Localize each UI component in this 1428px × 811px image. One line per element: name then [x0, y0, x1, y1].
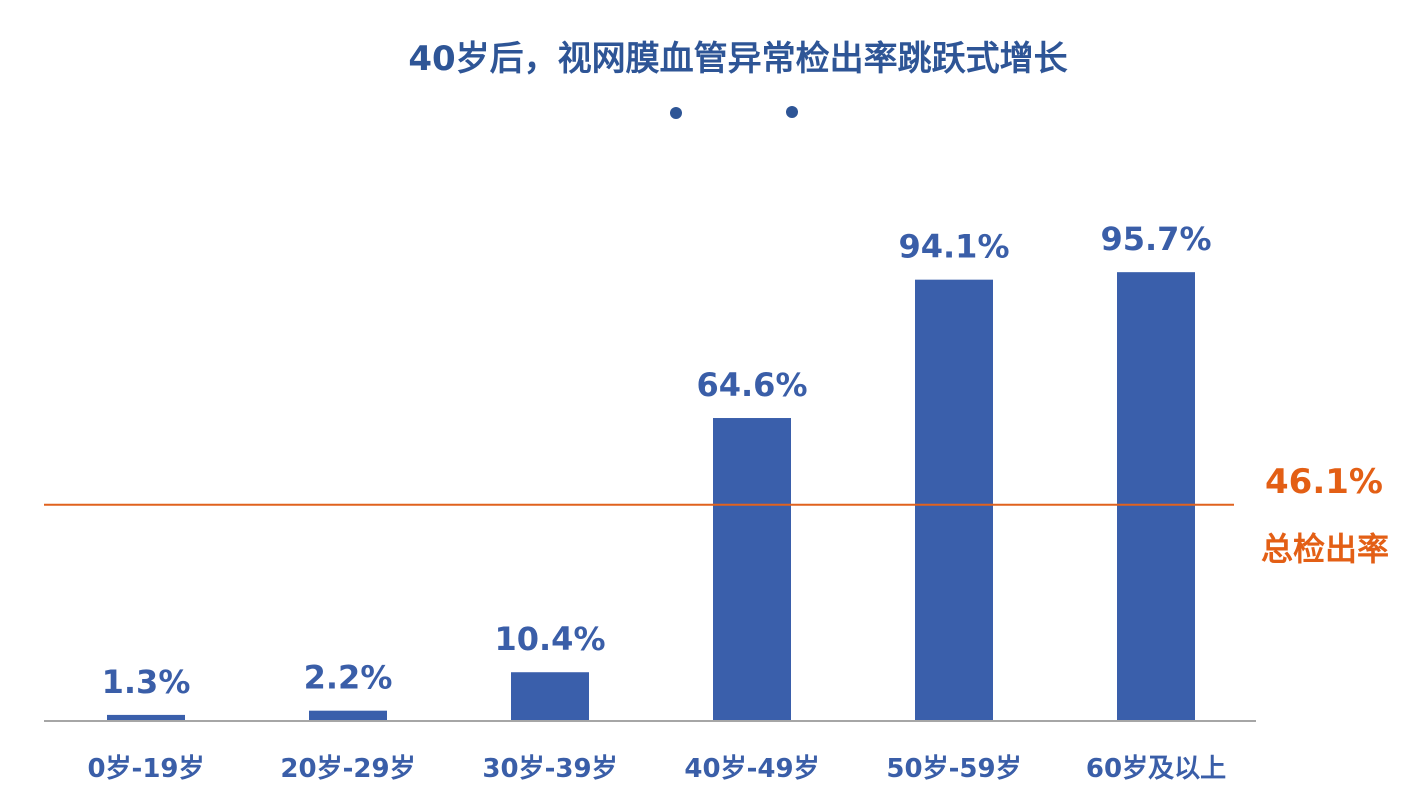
bar: [511, 672, 589, 721]
bar: [309, 711, 387, 721]
bar-value-label: 1.3%: [102, 663, 191, 701]
category-label: 50岁-59岁: [886, 753, 1021, 784]
title-divider-left-dot: [670, 107, 682, 119]
title-divider: [40, 106, 1410, 119]
value-labels-group: 1.3% 2.2% 10.4% 64.6% 94.1% 95.7%: [102, 220, 1212, 701]
category-label: 30岁-39岁: [482, 753, 617, 784]
bar-value-label: 64.6%: [696, 366, 807, 404]
overall-rate-value: 46.1%: [1265, 462, 1383, 502]
bar-value-label: 94.1%: [898, 228, 1009, 266]
bar: [713, 418, 791, 721]
chart-title: 40岁后，视网膜血管异常检出率跳跃式增长: [408, 39, 1067, 79]
bars-group: [107, 272, 1195, 721]
bar-value-label: 2.2%: [304, 659, 393, 697]
bar-value-label: 95.7%: [1100, 220, 1211, 258]
bar-value-label: 10.4%: [494, 620, 605, 658]
category-label: 0岁-19岁: [87, 753, 204, 784]
category-labels-group: 0岁-19岁 20岁-29岁 30岁-39岁 40岁-49岁 50岁-59岁 60岁及以上: [87, 753, 1226, 784]
bar: [1117, 272, 1195, 721]
bar: [915, 280, 993, 721]
category-label: 40岁-49岁: [684, 753, 819, 784]
category-label: 20岁-29岁: [280, 753, 415, 784]
category-label: 60岁及以上: [1086, 753, 1226, 784]
overall-rate-label: 总检出率: [1261, 530, 1389, 568]
